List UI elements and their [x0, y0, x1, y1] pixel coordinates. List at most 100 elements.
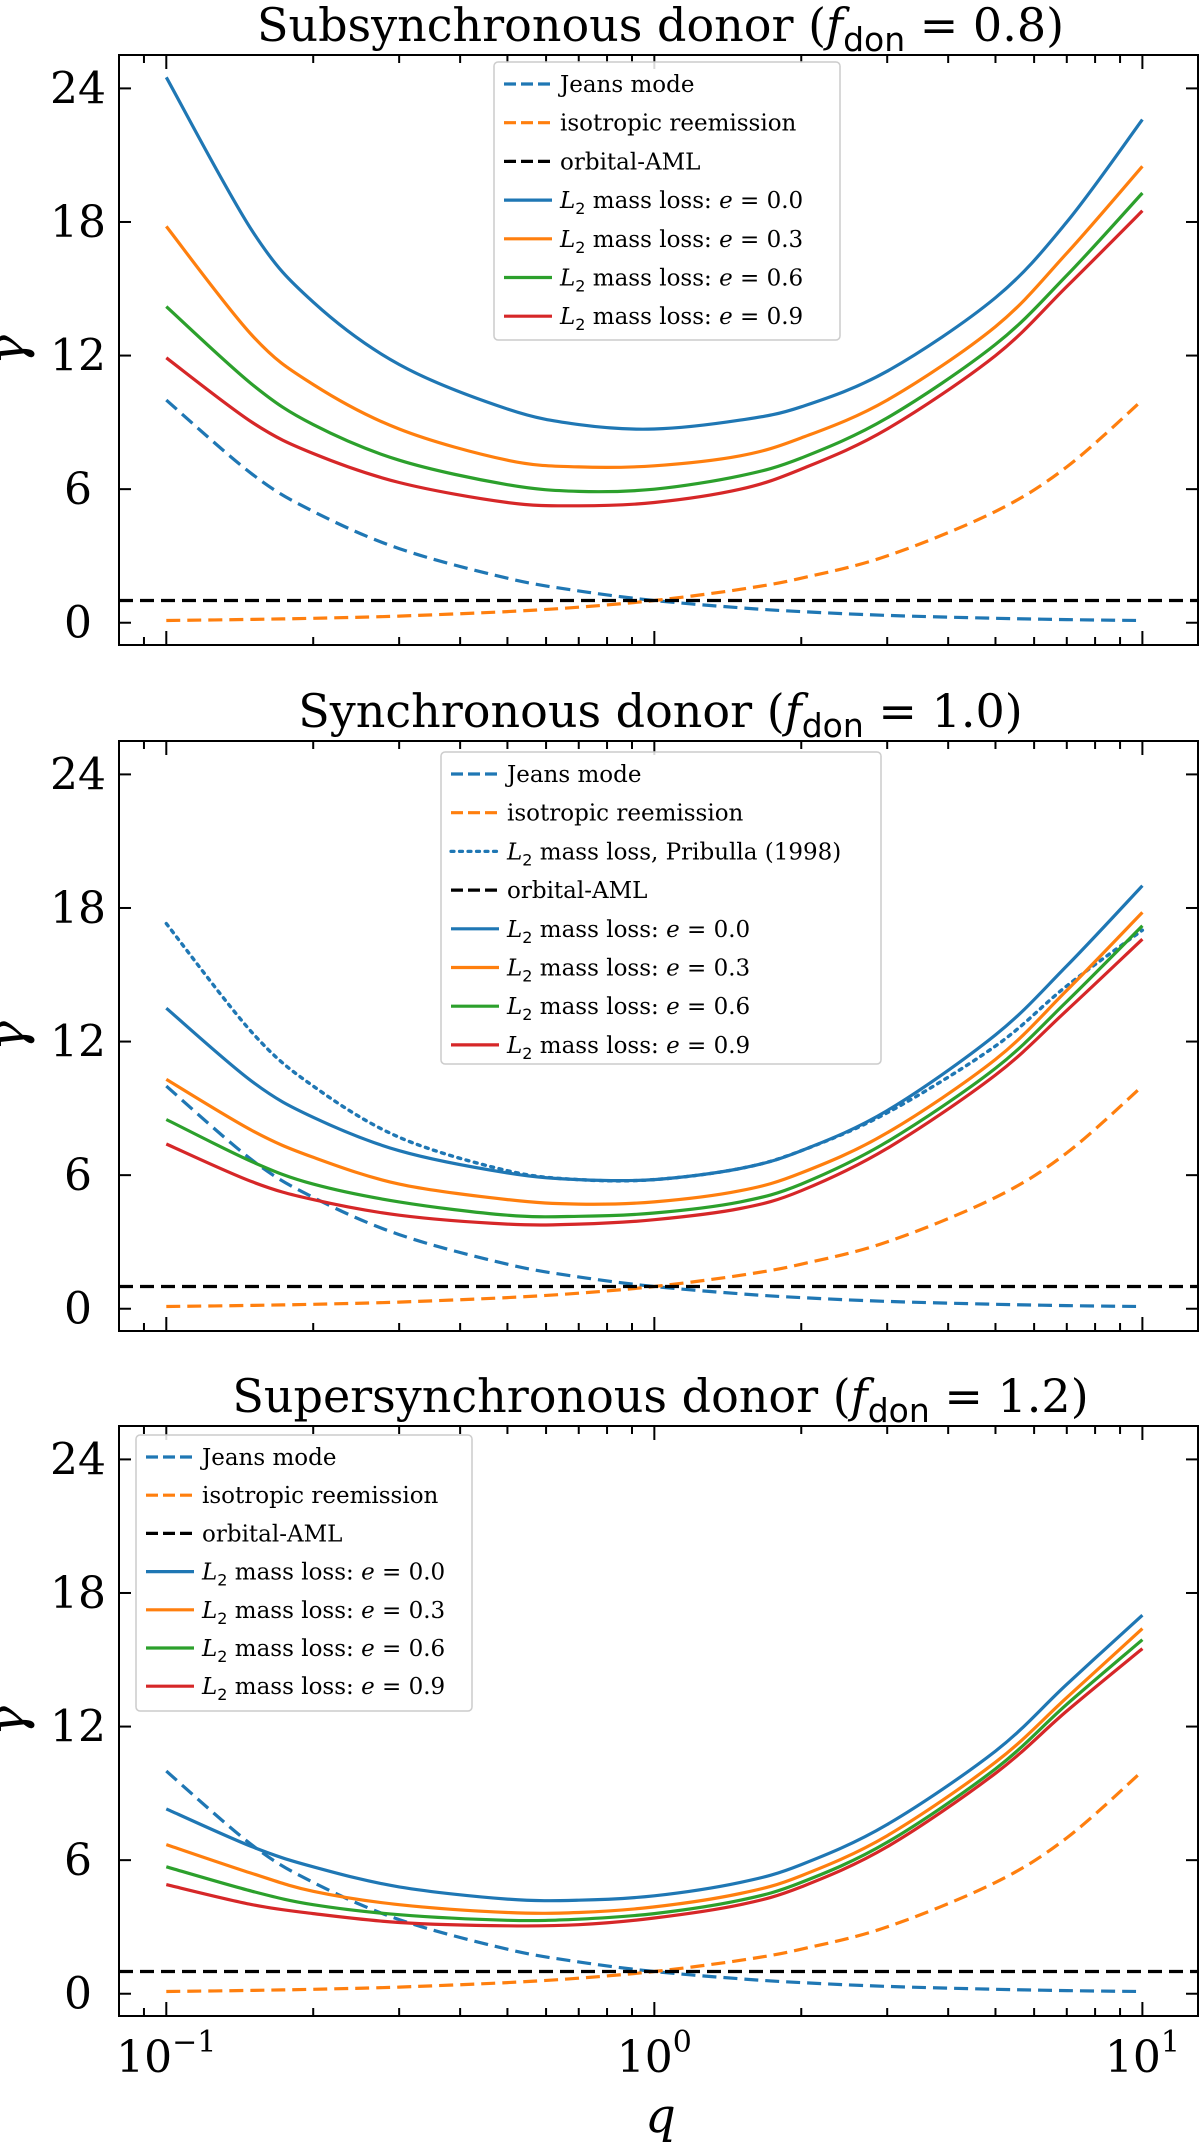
series-line-e0 — [165, 884, 1144, 1183]
x-tick-label-exp: −1 — [172, 2025, 216, 2060]
legend-e: e — [719, 266, 733, 292]
series-line-e3 — [165, 1627, 1144, 1915]
series-line-e3 — [165, 165, 1144, 470]
legend: Jeans mode isotropic reemission orbital-AM… — [135, 1434, 473, 1712]
legend-L: L — [506, 917, 522, 943]
legend-eq: = 0.6 — [680, 994, 750, 1020]
legend-sub: 2 — [522, 967, 532, 986]
legend-L: L — [506, 1033, 522, 1059]
series-line-e6 — [165, 191, 1144, 494]
x-tick-label-exp: 0 — [673, 2025, 692, 2060]
legend-label-e9: L2 mass loss: e = 0.9 — [506, 1033, 750, 1063]
x-tick-label-base: 10 — [116, 2032, 172, 2083]
y-tick-label: 12 — [50, 1702, 106, 1753]
y-tick-label: 6 — [64, 464, 92, 515]
series-line-e0 — [164, 76, 1144, 431]
legend-e: e — [719, 227, 733, 253]
legend-label-jeans: Jeans mode — [200, 1445, 336, 1471]
chart-title: Synchronous donor (fdon = 1.0) — [298, 684, 1022, 745]
legend-eq: = 0.0 — [733, 188, 803, 214]
series-line-iso — [166, 1769, 1144, 1994]
chart-title-prefix: Supersynchronous donor ( — [232, 1369, 850, 1423]
chart-title-sub: don — [868, 1391, 930, 1430]
y-tick-label: 24 — [50, 749, 106, 800]
y-tick-label: 24 — [50, 63, 106, 114]
series-line-e3 — [165, 911, 1144, 1206]
series-group — [119, 1614, 1198, 1994]
chart-title-prefix: Subsynchronous donor ( — [257, 0, 826, 52]
plot-frame — [118, 1425, 1199, 2017]
y-tick-label: 0 — [64, 598, 92, 649]
series-line-e9 — [165, 209, 1144, 508]
legend-rest: mass loss: — [585, 304, 719, 330]
plot-frame — [118, 740, 1199, 1332]
y-tick-label: 6 — [64, 1150, 92, 1201]
chart-panel-1: Subsynchronous donor (fdon = 0.8) 0 6 12 18 2… — [0, 0, 1199, 649]
chart-title: Subsynchronous donor (fdon = 0.8) — [257, 0, 1064, 59]
legend: Jeans mode isotropic reemission orbital-AM… — [493, 61, 841, 341]
legend-eq: = 0.0 — [375, 1560, 445, 1586]
series-line-e6 — [165, 924, 1144, 1219]
y-tick-label: 6 — [64, 1835, 92, 1886]
x-tick-label: 100 — [617, 2025, 692, 2083]
legend-rest: mass loss: — [227, 1636, 361, 1662]
legend-rest: mass loss: — [227, 1674, 361, 1700]
legend-label-e0: L2 mass loss: e = 0.0 — [201, 1560, 445, 1590]
legend-eq: = 0.9 — [680, 1033, 750, 1059]
legend-label-iso: isotropic reemission — [202, 1483, 439, 1509]
legend-e: e — [666, 994, 680, 1020]
series-line-iso — [166, 1084, 1144, 1309]
series-line-iso — [166, 398, 1144, 623]
legend-label-jeans: Jeans mode — [558, 72, 694, 98]
series-group — [119, 884, 1198, 1309]
legend-eq: = 0.6 — [733, 266, 803, 292]
legend-L: L — [559, 304, 575, 330]
chart-title-eq: = 1.2) — [930, 1369, 1089, 1423]
x-axis-label: q — [645, 2088, 676, 2144]
chart-title-eq: = 0.8) — [905, 0, 1064, 52]
legend-L: L — [506, 994, 522, 1020]
legend-eq: = 0.3 — [375, 1598, 445, 1624]
chart-title-eq: = 1.0) — [864, 684, 1023, 738]
legend-rest: mass loss: — [532, 956, 666, 982]
legend-label-iso: isotropic reemission — [507, 801, 744, 827]
legend-eq: = 0.3 — [733, 227, 803, 253]
legend-label-e0: L2 mass loss: e = 0.0 — [506, 917, 750, 947]
legend-sub: 2 — [575, 238, 585, 257]
legend-label-iso: isotropic reemission — [560, 111, 797, 137]
plot-frame — [118, 54, 1199, 646]
legend-label-e9: L2 mass loss: e = 0.9 — [559, 304, 803, 334]
y-axis-label: γ — [0, 335, 36, 365]
series-line-e9 — [165, 938, 1144, 1227]
legend-label-aml: orbital-AML — [507, 878, 647, 904]
legend-label-e9: L2 mass loss: e = 0.9 — [201, 1674, 445, 1704]
legend-e: e — [666, 1033, 680, 1059]
legend-label-aml: orbital-AML — [202, 1521, 342, 1547]
chart-title-sub: don — [802, 706, 864, 745]
y-tick-label: 0 — [64, 1969, 92, 2020]
legend-e: e — [666, 956, 680, 982]
series-line-e9 — [165, 1647, 1144, 1928]
legend-rest: mass loss: — [532, 1033, 666, 1059]
chart-title-sub: don — [843, 20, 905, 59]
legend-L: L — [201, 1560, 217, 1586]
legend-rest: mass loss: — [585, 227, 719, 253]
legend-rest: mass loss, Pribulla (1998) — [532, 839, 841, 865]
legend-sub: 2 — [575, 277, 585, 296]
legend-L: L — [506, 956, 522, 982]
legend-rest: mass loss: — [227, 1598, 361, 1624]
legend-e: e — [361, 1674, 375, 1700]
legend-label-e0: L2 mass loss: e = 0.0 — [559, 188, 803, 218]
chart-title: Supersynchronous donor (fdon = 1.2) — [232, 1369, 1088, 1430]
legend-eq: = 0.9 — [733, 304, 803, 330]
x-tick-label: 10−1 — [116, 2025, 216, 2083]
series-line-e0 — [165, 1614, 1144, 1903]
y-tick-label: 18 — [50, 1568, 106, 1619]
y-tick-label: 12 — [50, 331, 106, 382]
legend-L: L — [201, 1598, 217, 1624]
legend-label-e6: L2 mass loss: e = 0.6 — [559, 266, 803, 296]
legend-sub: 2 — [522, 928, 532, 947]
legend-L: L — [506, 839, 522, 865]
legend-L: L — [201, 1636, 217, 1662]
